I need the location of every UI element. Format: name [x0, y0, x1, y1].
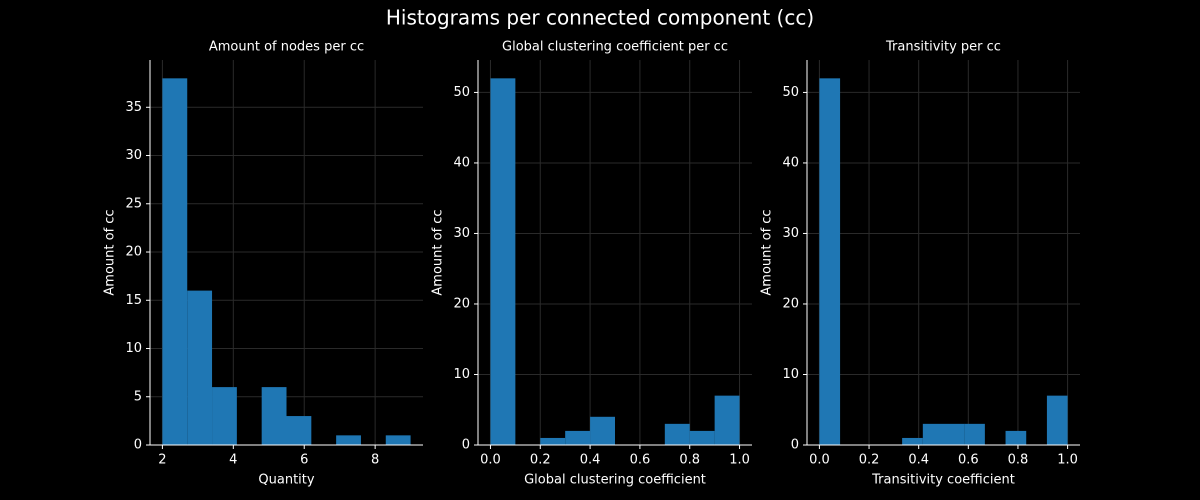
- subplot-title: Transitivity per cc: [885, 40, 1001, 55]
- x-tick-label: 1.0: [1057, 453, 1078, 468]
- y-axis-label: Amount of cc: [431, 209, 446, 295]
- subplot-title: Amount of nodes per cc: [209, 40, 364, 55]
- x-tick-label: 0.2: [530, 453, 551, 468]
- figure-title: Histograms per connected component (cc): [386, 6, 814, 30]
- histogram-bar: [261, 387, 287, 445]
- x-tick-label: 6: [300, 453, 308, 468]
- y-tick-label: 50: [453, 85, 470, 100]
- y-tick-label: 10: [125, 341, 142, 356]
- subplot-title: Global clustering coefficient per cc: [502, 40, 728, 55]
- histogram-bar: [212, 387, 237, 445]
- histogram-bar: [162, 78, 188, 445]
- histogram-bar: [1005, 430, 1027, 445]
- y-tick-label: 40: [782, 155, 799, 170]
- histogram-bar: [664, 423, 690, 445]
- x-tick-label: 0.8: [679, 453, 700, 468]
- histogram-bar: [540, 437, 566, 445]
- y-tick-label: 15: [125, 293, 142, 308]
- x-axis-label: Transitivity coefficient: [871, 473, 1015, 488]
- histogram-bar: [590, 416, 615, 445]
- y-tick-label: 0: [791, 438, 799, 453]
- x-tick-label: 0.6: [958, 453, 979, 468]
- y-tick-label: 30: [453, 226, 470, 241]
- y-tick-label: 50: [782, 85, 799, 100]
- histogram-bar: [714, 395, 740, 445]
- histogram-bar: [565, 430, 591, 445]
- y-axis-label: Amount of cc: [760, 209, 775, 295]
- histogram-bar: [943, 423, 965, 445]
- histogram-bar: [819, 78, 841, 445]
- x-tick-label: 8: [371, 453, 379, 468]
- y-tick-label: 40: [453, 155, 470, 170]
- histogram-bar: [187, 290, 213, 445]
- histogram-bar: [902, 437, 923, 445]
- x-tick-label: 0.4: [580, 453, 601, 468]
- x-tick-label: 0.0: [480, 453, 501, 468]
- x-tick-label: 0.2: [859, 453, 880, 468]
- x-axis-label: Global clustering coefficient: [524, 473, 706, 488]
- histogram-bar: [286, 416, 312, 445]
- x-tick-label: 2: [158, 453, 166, 468]
- x-tick-label: 0.8: [1008, 453, 1029, 468]
- y-tick-label: 5: [134, 389, 142, 404]
- y-tick-label: 10: [782, 367, 799, 382]
- x-tick-label: 4: [229, 453, 237, 468]
- x-tick-label: 0.6: [630, 453, 651, 468]
- x-tick-label: 1.0: [729, 453, 750, 468]
- y-axis-label: Amount of cc: [103, 209, 118, 295]
- y-tick-label: 20: [782, 296, 799, 311]
- y-tick-label: 25: [125, 196, 142, 211]
- x-tick-label: 0.0: [809, 453, 830, 468]
- y-tick-label: 30: [782, 226, 799, 241]
- histogram-bar: [689, 430, 715, 445]
- x-tick-label: 0.4: [908, 453, 929, 468]
- x-axis-label: Quantity: [258, 473, 314, 488]
- y-tick-label: 0: [134, 438, 142, 453]
- y-tick-label: 0: [462, 438, 470, 453]
- y-tick-label: 20: [453, 296, 470, 311]
- histogram-bar: [964, 423, 985, 445]
- histogram-bar: [336, 435, 361, 445]
- y-tick-label: 10: [453, 367, 470, 382]
- y-tick-label: 30: [125, 148, 142, 163]
- histogram-bar: [922, 423, 944, 445]
- histogram-bar: [385, 435, 411, 445]
- y-tick-label: 35: [125, 100, 142, 115]
- histogram-bar: [1046, 395, 1068, 445]
- y-tick-label: 20: [125, 245, 142, 260]
- histogram-bar: [490, 78, 516, 445]
